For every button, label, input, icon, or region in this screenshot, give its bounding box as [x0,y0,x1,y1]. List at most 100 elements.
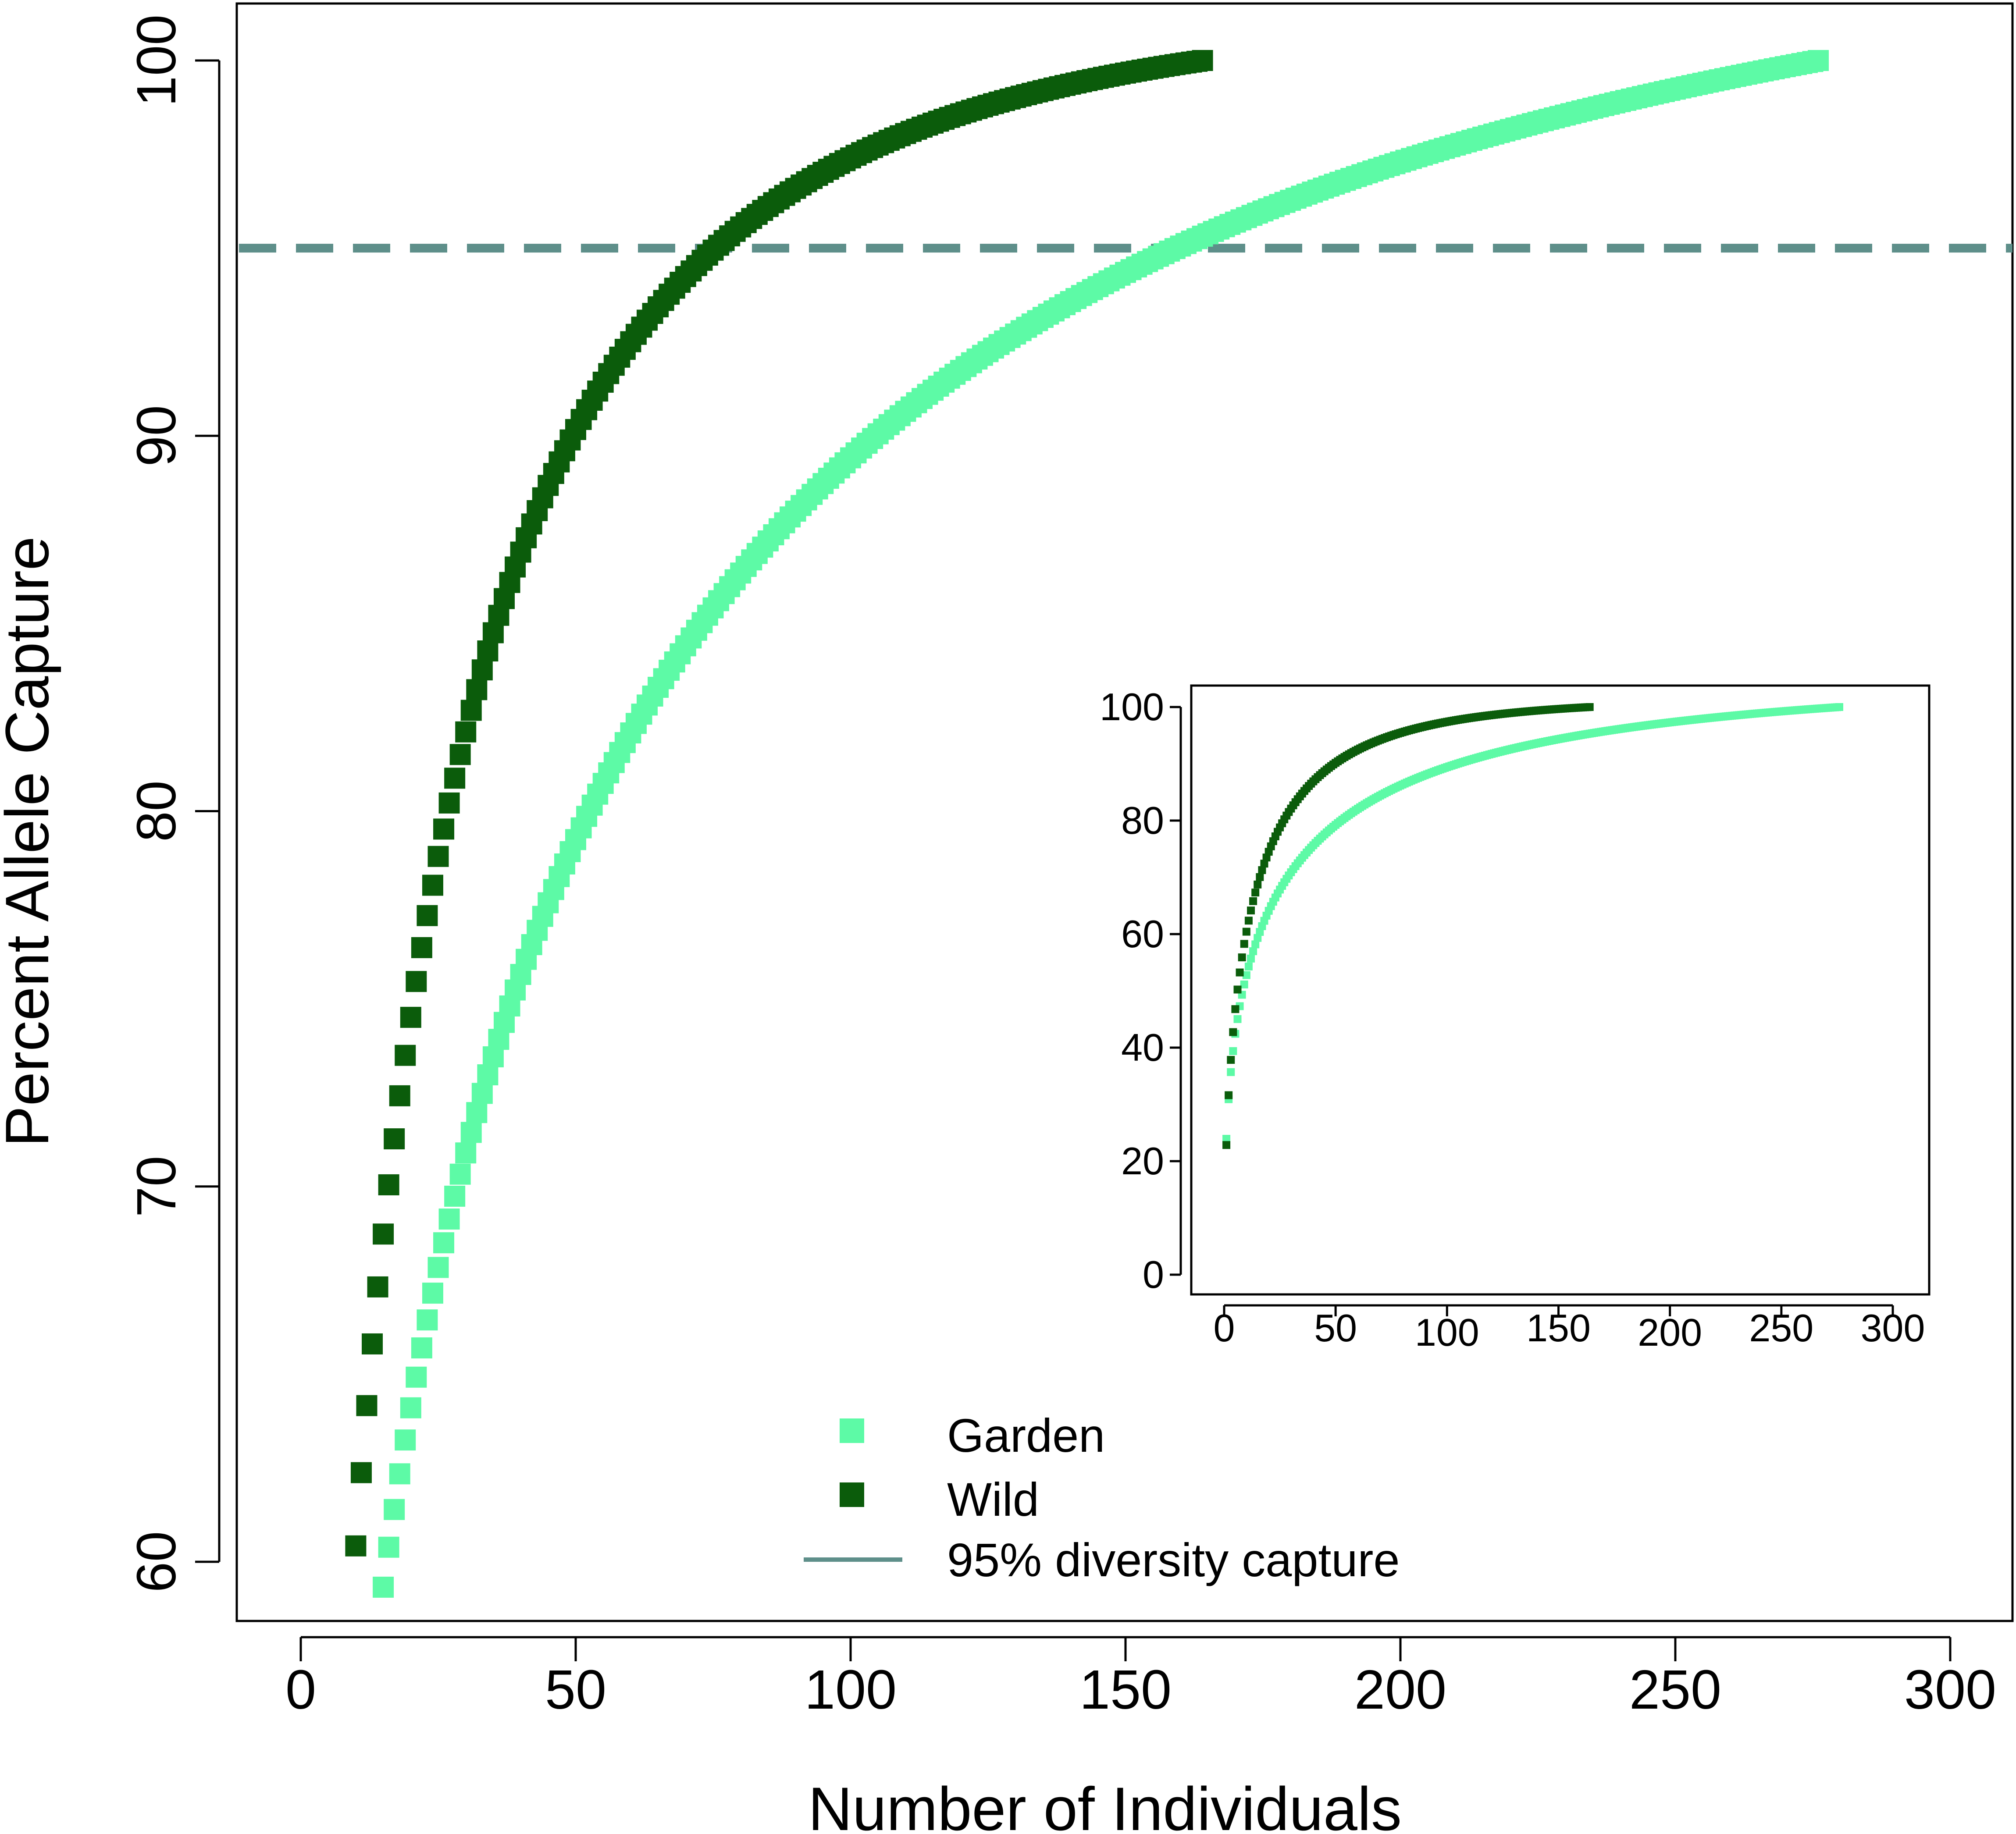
main-x-tick-label: 200 [1354,1659,1446,1720]
inset-wild-point [1225,1091,1233,1099]
wild-point [444,768,466,789]
garden-point [427,1257,449,1278]
wild-point [477,640,499,662]
inset-garden-point [1240,980,1248,988]
main-garden-series [373,50,1829,1598]
x-axis-label: Number of Individuals [808,1774,1402,1834]
main-x-tick-label: 300 [1904,1659,1996,1720]
garden-point [378,1536,399,1558]
main-y-axis: 60 70 80 90 100 [125,14,221,1592]
inset-x-axis: 0 50 100 150 200 250 300 [1214,1304,1925,1354]
wild-point [389,1085,410,1106]
garden-point [400,1397,421,1418]
wild-point [438,792,460,814]
inset-wild-point [1260,860,1268,868]
garden-point [449,1163,471,1185]
inset-x-tick-label: 50 [1314,1306,1357,1350]
main-x-tick-label: 100 [805,1659,897,1720]
inset-garden-point [1254,934,1262,942]
inset-wild-point [1258,866,1266,874]
inset-y-tick-label: 0 [1143,1253,1164,1296]
main-y-tick-label: 70 [125,1156,187,1217]
main-y-tick-label: 90 [125,405,187,466]
inset-wild-point [1231,1005,1240,1013]
legend-label-threshold: 95% diversity capture [947,1533,1400,1586]
inset-wild-point [1251,889,1260,897]
inset-wild-point [1222,1141,1231,1149]
wild-point [395,1045,416,1066]
inset-wild-series [1222,703,1594,1149]
inset-wild-point [1585,703,1594,711]
wild-point [400,1006,421,1028]
garden-point [466,1102,488,1123]
inset-plot-frame [1190,684,1931,1296]
wild-point [433,818,455,840]
legend-swatch-wild [840,1482,864,1507]
inset-y-tick-label: 100 [1100,685,1164,729]
main-plot-frame [235,2,2014,1622]
inset-wild-point [1247,906,1255,915]
y-axis-label: Percent Allele Capture [0,536,61,1147]
legend: Garden Wild 95% diversity capture [804,1409,1400,1586]
wild-point [422,874,443,896]
wild-point [367,1276,388,1297]
legend-label-garden: Garden [947,1409,1105,1462]
inset-garden-point [1233,1015,1242,1023]
inset-garden-point [1242,971,1250,979]
main-x-tick-label: 0 [285,1659,316,1720]
main-x-tick-label: 250 [1629,1659,1721,1720]
inset-garden-point [1249,947,1257,956]
inset-garden-point [1227,1068,1235,1076]
garden-point [422,1283,443,1304]
garden-point [373,1576,394,1598]
wild-point [378,1174,399,1195]
garden-point [433,1232,455,1254]
main-x-tick-label: 150 [1079,1659,1172,1720]
garden-point [406,1366,427,1388]
inset-wild-point [1240,940,1248,948]
inset-wild-point [1244,917,1253,925]
garden-point [1808,50,1829,71]
garden-point [411,1337,432,1359]
legend-label-wild: Wild [947,1473,1039,1526]
inset-wild-point [1254,880,1262,889]
garden-point [395,1429,416,1451]
inset-x-tick-label: 200 [1638,1311,1702,1354]
legend-swatch-garden [840,1418,864,1443]
inset-garden-point [1229,1047,1237,1055]
inset-x-tick-label: 150 [1526,1306,1591,1350]
wild-point [417,905,438,926]
garden-point [455,1142,477,1164]
wild-point [427,846,449,867]
garden-point [477,1064,499,1086]
inset-garden-point [1244,962,1253,970]
inset-x-tick-label: 300 [1861,1306,1925,1350]
inset-wild-point [1238,953,1246,962]
inset-x-tick-label: 250 [1749,1306,1813,1350]
wild-point [449,744,471,765]
inset-wild-point [1229,1028,1237,1036]
garden-point [471,1083,493,1104]
main-x-axis: 0 50 100 150 200 250 300 [285,1636,1996,1720]
inset-y-tick-label: 60 [1121,912,1164,956]
inset-garden-point [1222,1135,1231,1143]
inset-x-tick-label: 100 [1415,1311,1479,1354]
main-wild-series [345,50,1213,1557]
main-y-tick-label: 100 [125,14,187,107]
inset-y-tick-label: 80 [1121,799,1164,842]
wild-point [460,700,482,721]
main-x-tick-label: 50 [545,1659,606,1720]
inset-wild-point [1242,928,1250,936]
inset-chart: 0 50 100 150 200 250 300 0 20 40 60 80 100 [1100,684,1931,1354]
inset-garden-point [1251,940,1260,949]
inset-wild-point [1236,968,1244,977]
wild-point [466,679,488,700]
wild-point [411,937,432,958]
garden-point [389,1463,410,1485]
garden-point [384,1499,405,1520]
garden-point [438,1208,460,1230]
garden-point [460,1122,482,1143]
inset-garden-point [1835,703,1843,711]
wild-point [406,971,427,992]
